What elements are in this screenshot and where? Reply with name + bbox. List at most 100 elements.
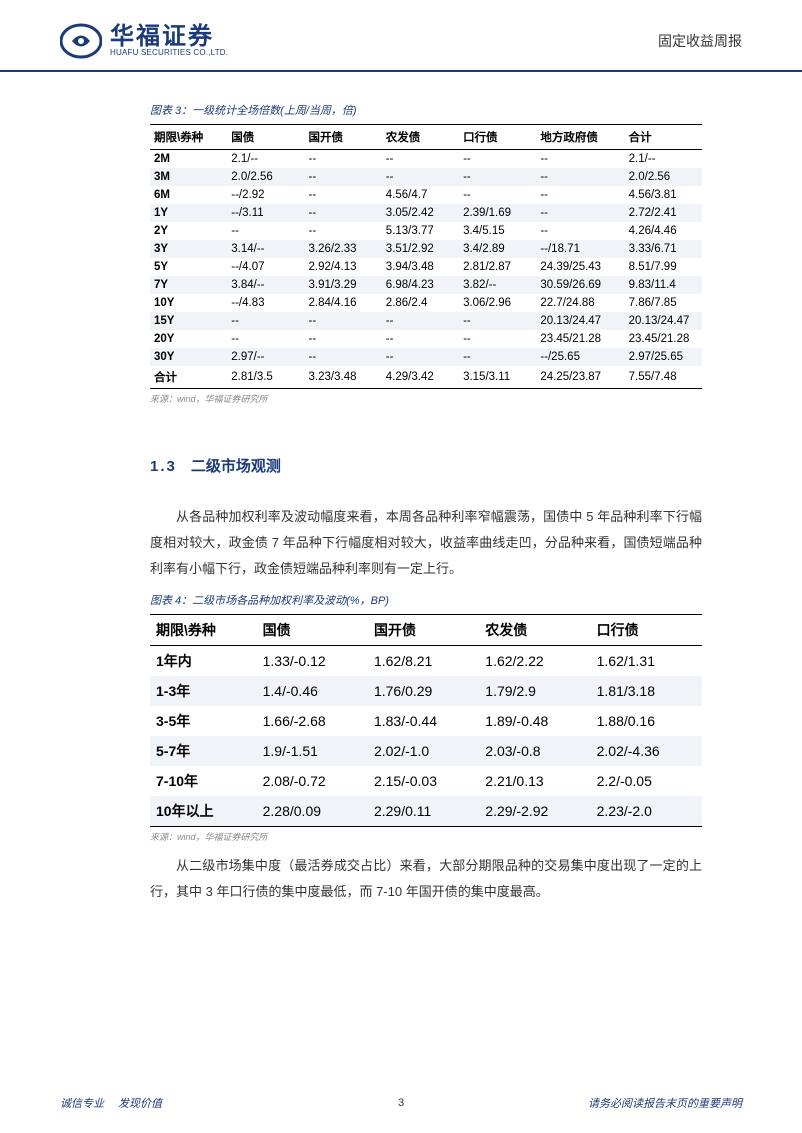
table-cell: 24.25/23.87 (536, 366, 624, 389)
table-cell: 2.72/2.41 (625, 204, 702, 222)
table-cell: -- (536, 186, 624, 204)
table-row: 10Y--/4.832.84/4.162.86/2.43.06/2.9622.7… (150, 294, 702, 312)
table-cell: -- (227, 312, 304, 330)
table-cell: 30.59/26.69 (536, 276, 624, 294)
table-cell: 9.83/11.4 (625, 276, 702, 294)
table-row: 6M--/2.92--4.56/4.7----4.56/3.81 (150, 186, 702, 204)
table-cell: 3.26/2.33 (305, 240, 382, 258)
table-cell: 2.97/25.65 (625, 348, 702, 366)
table-cell: -- (459, 186, 536, 204)
table-cell: 23.45/21.28 (536, 330, 624, 348)
table-cell: 8.51/7.99 (625, 258, 702, 276)
section-heading: 1.3二级市场观测 (150, 455, 702, 476)
table-cell: 2.86/2.4 (382, 294, 459, 312)
table-cell: 2.0/2.56 (227, 168, 304, 186)
table-cell: 22.7/24.88 (536, 294, 624, 312)
section-num: 1.3 (150, 458, 177, 475)
table-cell: 1年内 (150, 646, 257, 677)
table-cell: 3M (150, 168, 227, 186)
table-cell: 7.55/7.48 (625, 366, 702, 389)
table-cell: 3.05/2.42 (382, 204, 459, 222)
table-row: 2M2.1/----------2.1/-- (150, 150, 702, 169)
table-cell: 2.81/3.5 (227, 366, 304, 389)
logo-cn: 华福证券 (110, 25, 228, 49)
table-cell: -- (536, 222, 624, 240)
table-cell: 2Y (150, 222, 227, 240)
table-cell: 1.66/-2.68 (257, 706, 368, 736)
table2-title: 图表 4：二级市场各品种加权利率及波动(%，BP) (150, 592, 702, 608)
table-cell: 3.51/2.92 (382, 240, 459, 258)
table-cell: -- (305, 150, 382, 169)
table1-title: 图表 3：一级统计全场倍数(上周/当周，倍) (150, 102, 702, 118)
logo-text: 华福证券 HUAFU SECURITIES CO.,LTD. (110, 25, 228, 57)
table-cell: 2.15/-0.03 (368, 766, 479, 796)
table-cell: 15Y (150, 312, 227, 330)
table-cell: -- (382, 312, 459, 330)
table-cell: 20.13/24.47 (536, 312, 624, 330)
table-cell: 2.29/-2.92 (479, 796, 590, 827)
table-cell: 2.23/-2.0 (591, 796, 702, 827)
table-cell: 7.86/7.85 (625, 294, 702, 312)
table-cell: -- (305, 204, 382, 222)
table-cell: 1.33/-0.12 (257, 646, 368, 677)
table-cell: 2.92/4.13 (305, 258, 382, 276)
table-cell: 3.82/-- (459, 276, 536, 294)
table-cell: -- (382, 168, 459, 186)
table-row: 合计2.81/3.53.23/3.484.29/3.423.15/3.1124.… (150, 366, 702, 389)
table-cell: 30Y (150, 348, 227, 366)
table-secondary-rates: 期限\券种国债国开债农发债口行债 1年内1.33/-0.121.62/8.211… (150, 614, 702, 827)
table-row: 5Y--/4.072.92/4.133.94/3.482.81/2.8724.3… (150, 258, 702, 276)
table-cell: 20.13/24.47 (625, 312, 702, 330)
table-cell: 2.03/-0.8 (479, 736, 590, 766)
table-row: 5-7年1.9/-1.512.02/-1.02.03/-0.82.02/-4.3… (150, 736, 702, 766)
table-cell: 3Y (150, 240, 227, 258)
table-cell: 2.28/0.09 (257, 796, 368, 827)
table-cell: 1.9/-1.51 (257, 736, 368, 766)
column-header: 农发债 (382, 125, 459, 150)
table-cell: 10年以上 (150, 796, 257, 827)
table-cell: -- (536, 150, 624, 169)
table-cell: 24.39/25.43 (536, 258, 624, 276)
table-cell: 1.62/8.21 (368, 646, 479, 677)
table2-source: 来源：wind，华福证券研究所 (150, 830, 702, 843)
table-cell: -- (459, 348, 536, 366)
table-cell: 20Y (150, 330, 227, 348)
table-cell: 2.2/-0.05 (591, 766, 702, 796)
table-cell: 1.62/2.22 (479, 646, 590, 677)
table-cell: 3.4/5.15 (459, 222, 536, 240)
table-cell: 23.45/21.28 (625, 330, 702, 348)
table-cell: 3.84/-- (227, 276, 304, 294)
table-row: 20Y--------23.45/21.2823.45/21.28 (150, 330, 702, 348)
table-cell: 2.97/-- (227, 348, 304, 366)
table-cell: -- (305, 168, 382, 186)
table-cell: 10Y (150, 294, 227, 312)
table-cell: --/25.65 (536, 348, 624, 366)
column-header: 国债 (257, 615, 368, 646)
table-row: 7Y3.84/--3.91/3.296.98/4.233.82/--30.59/… (150, 276, 702, 294)
column-header: 期限\券种 (150, 125, 227, 150)
table-cell: 2.39/1.69 (459, 204, 536, 222)
table-cell: 1-3年 (150, 676, 257, 706)
table-cell: 5Y (150, 258, 227, 276)
table-row: 3-5年1.66/-2.681.83/-0.441.89/-0.481.88/0… (150, 706, 702, 736)
table-cell: 1.81/3.18 (591, 676, 702, 706)
table-cell: 3.91/3.29 (305, 276, 382, 294)
table-cell: -- (305, 312, 382, 330)
logo-en: HUAFU SECURITIES CO.,LTD. (110, 49, 228, 57)
page-footer: 诚信专业发现价值 3 请务必阅读报告末页的重要声明 (0, 1095, 802, 1111)
table-cell: -- (305, 186, 382, 204)
table-cell: 2.21/0.13 (479, 766, 590, 796)
table-row: 10年以上2.28/0.092.29/0.112.29/-2.922.23/-2… (150, 796, 702, 827)
table-cell: 4.26/4.46 (625, 222, 702, 240)
column-header: 期限\券种 (150, 615, 257, 646)
table-cell: 3.14/-- (227, 240, 304, 258)
table-cell: 合计 (150, 366, 227, 389)
table-row: 1-3年1.4/-0.461.76/0.291.79/2.91.81/3.18 (150, 676, 702, 706)
table-cell: -- (382, 150, 459, 169)
table-row: 15Y--------20.13/24.4720.13/24.47 (150, 312, 702, 330)
table-cell: 3.4/2.89 (459, 240, 536, 258)
table-row: 7-10年2.08/-0.722.15/-0.032.21/0.132.2/-0… (150, 766, 702, 796)
table1-source: 来源：wind，华福证券研究所 (150, 392, 702, 405)
table-cell: 5.13/3.77 (382, 222, 459, 240)
table-cell: 2.1/-- (227, 150, 304, 169)
